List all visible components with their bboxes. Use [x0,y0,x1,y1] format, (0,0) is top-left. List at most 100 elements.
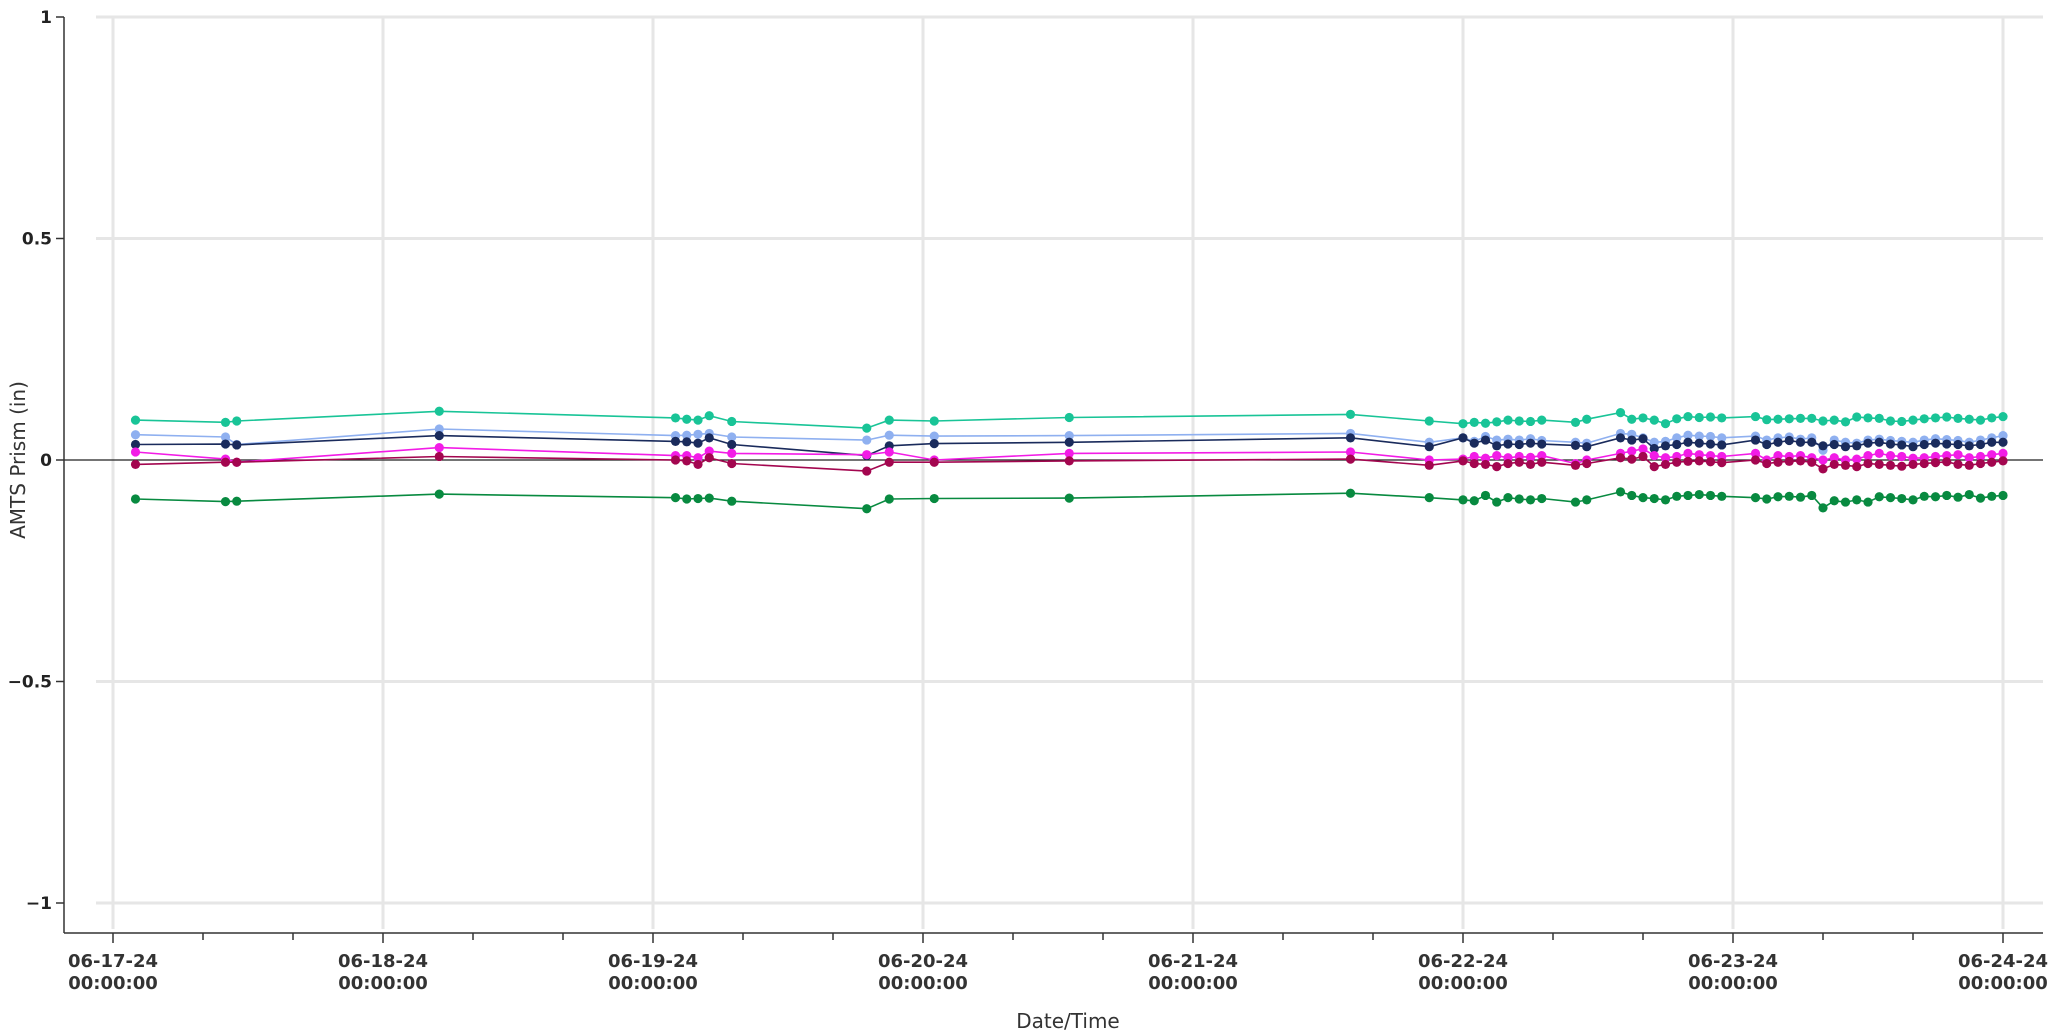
data-point [1863,413,1873,423]
data-point [670,493,681,503]
data-point [1998,448,2008,458]
data-point [1717,440,1727,450]
data-point [1627,446,1637,456]
data-point [1660,495,1671,505]
data-point [1863,450,1873,461]
data-point [1975,458,1986,469]
data-point [434,442,444,453]
grid-lines [96,15,2043,929]
data-point [1705,412,1716,422]
data-point [232,457,242,467]
data-point [1582,414,1592,424]
data-point [1492,462,1502,472]
data-point [1897,461,1907,471]
data-point [1829,415,1839,425]
data-point [1424,493,1434,503]
data-point [1064,437,1074,447]
data-point [1649,462,1659,472]
data-point [1694,412,1704,423]
data-point [1908,442,1918,452]
data-point [670,413,681,423]
data-point [434,431,444,441]
data-point [1897,440,1907,450]
y-axis-ticks: 1 0.5 0 −0.5 −1 [8,8,64,914]
data-point [693,453,703,463]
data-point [1885,450,1896,461]
data-point [1615,407,1626,418]
series-line [135,455,2004,472]
data-point [1863,438,1873,448]
data-point [220,439,231,449]
data-point [1638,451,1648,462]
x-tick-label-date: 06-20-24 [878,951,968,972]
data-point [1919,491,1929,501]
data-point [1525,416,1536,427]
data-point [1627,414,1637,424]
series-4 [130,451,2008,476]
data-point [1582,442,1592,452]
data-point [1537,457,1547,467]
data-point [1784,435,1794,446]
data-point [1503,458,1513,469]
data-point [1649,443,1659,454]
data-point [704,446,714,456]
data-point [1660,441,1671,451]
data-point [1492,441,1502,451]
data-point [682,414,692,424]
data-point [130,494,141,504]
data-point [1503,493,1513,503]
data-point [232,496,242,506]
data-point [1784,491,1794,501]
data-point [1503,439,1513,449]
data-point [1615,453,1626,463]
data-point [1537,493,1547,504]
data-point [1694,456,1704,466]
data-point [1064,456,1074,466]
data-point [1480,418,1491,428]
y-axis-title: AMTS Prism (in) [6,381,30,539]
data-point [1807,437,1817,447]
data-point [1705,457,1716,467]
data-point [1840,460,1851,470]
data-point [1615,433,1626,443]
data-point [1863,458,1873,469]
data-point [1480,459,1491,470]
data-point [704,411,714,421]
data-point [1818,416,1828,426]
data-point [220,457,231,467]
data-point [1750,455,1761,465]
data-point [1874,459,1884,470]
data-point [1953,413,1963,423]
data-point [1638,444,1648,454]
data-point [1897,493,1907,504]
data-point [1683,448,1693,458]
data-point [1773,457,1783,467]
data-point [1762,439,1772,450]
data-point [1773,414,1783,424]
data-point [1998,437,2008,447]
data-point [1660,419,1671,429]
data-point [1525,452,1536,462]
data-point [1672,491,1682,501]
data-point [1717,413,1727,423]
data-point [1694,431,1704,441]
data-point [1514,494,1524,504]
data-point [130,459,141,470]
data-point [220,417,231,427]
data-point [682,437,692,447]
data-point [1064,431,1074,441]
series-line [135,410,2004,429]
data-point [862,504,872,514]
data-point [434,406,444,416]
data-point [1908,415,1918,425]
data-point [1908,459,1918,470]
data-point [1492,450,1502,461]
data-point [1627,490,1637,501]
data-point [1998,490,2008,501]
data-point [1987,491,1997,501]
data-point [1672,439,1682,450]
y-tick-label: −0.5 [8,673,52,693]
data-point [693,415,703,425]
x-tick-label-date: 06-17-24 [68,951,158,972]
